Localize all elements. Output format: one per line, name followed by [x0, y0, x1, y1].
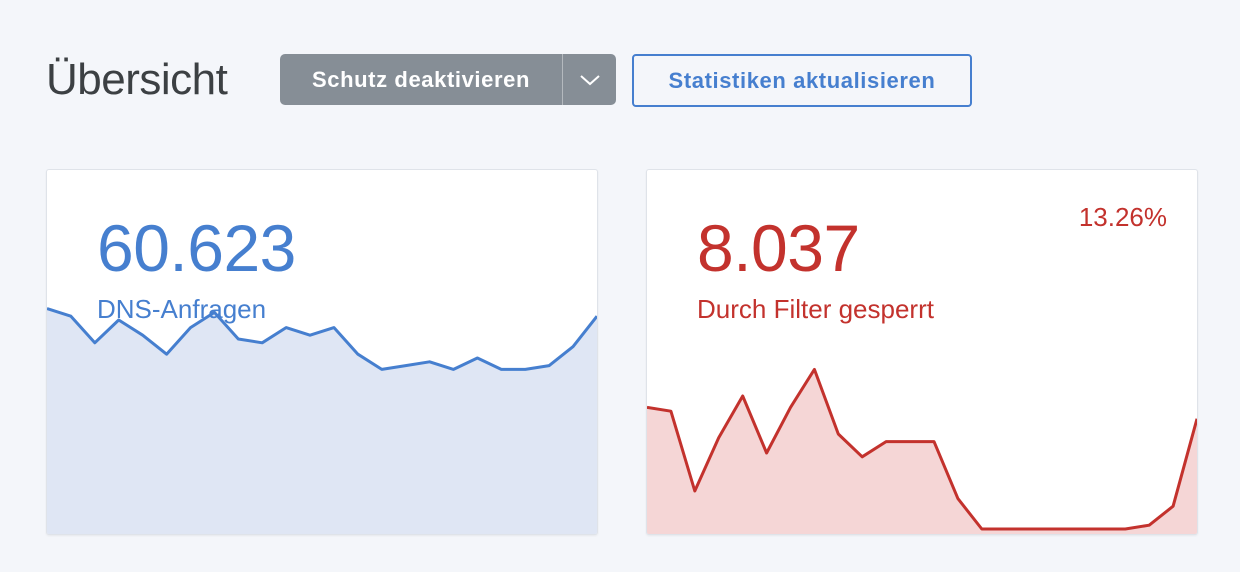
blocked-by-filters-card: 13.26% 8.037 Durch Filter gesperrt [646, 169, 1198, 535]
blocked-sparkline-line [647, 367, 1197, 531]
dns-queries-sparkline [47, 307, 597, 534]
refresh-statistics-button[interactable]: Statistiken aktualisieren [632, 54, 972, 107]
page-header: Übersicht Schutz deaktivieren Statistike… [46, 52, 1196, 108]
dns-queries-label: DNS-Anfragen [97, 294, 267, 324]
dns-queries-sparkline-line [47, 307, 597, 371]
blocked-sparkline [647, 367, 1197, 534]
dns-queries-sparkline-area [47, 308, 597, 534]
disable-protection-dropdown-toggle[interactable] [563, 54, 616, 105]
dns-queries-card: 60.623 DNS-Anfragen [46, 169, 598, 535]
page-title: Übersicht [46, 55, 228, 104]
disable-protection-split-button: Schutz deaktivieren [280, 54, 616, 105]
blocked-count: 8.037 [697, 211, 860, 285]
blocked-percentage: 13.26% [1078, 202, 1167, 232]
chevron-down-icon [579, 74, 600, 85]
split-divider [562, 54, 563, 105]
dns-queries-count: 60.623 [97, 211, 296, 285]
blocked-sparkline-area [647, 369, 1197, 534]
disable-protection-button[interactable]: Schutz deaktivieren [311, 67, 531, 92]
blocked-label: Durch Filter gesperrt [697, 294, 934, 324]
